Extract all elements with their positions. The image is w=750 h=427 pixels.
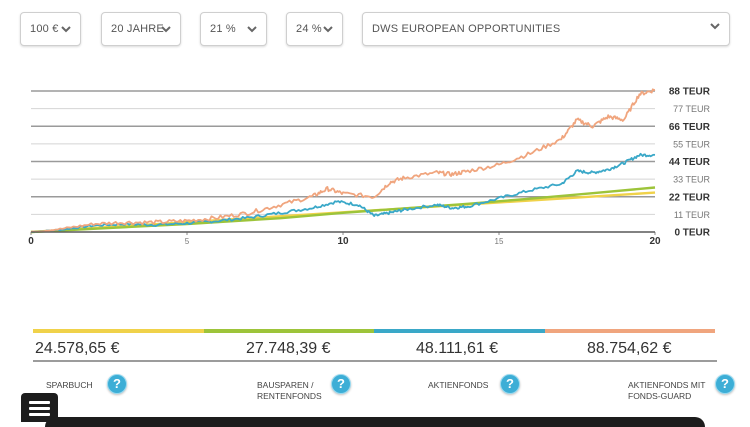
series-line [30, 186, 656, 234]
label-fondsguard-line2: FONDS-GUARD [628, 391, 692, 401]
growth-chart: 0 TEUR 11 TEUR 22 TEUR 33 TEUR 44 TEUR 55 TEU… [28, 87, 711, 248]
help-icon[interactable]: ? [500, 374, 520, 394]
chevron-down-icon [247, 26, 257, 33]
fund-select[interactable]: DWS EUROPEAN OPPORTUNITIES [362, 12, 730, 46]
x-tick-label: 20 [649, 236, 661, 247]
series-line [30, 152, 656, 233]
bottom-panel [45, 417, 705, 427]
duration-value: 20 JAHRE [111, 23, 164, 35]
x-tick-label: 0 [28, 236, 34, 247]
label-aktienfonds-line1: AKTIENFONDS [428, 380, 489, 390]
chevron-down-icon [323, 26, 333, 33]
label-aktienfonds: AKTIENFONDS [428, 380, 488, 391]
label-fondsguard: AKTIENFONDS MIT FONDS-GUARD [628, 380, 705, 402]
label-sparbuch-line1: SPARBUCH [46, 380, 93, 390]
rate1-value: 21 % [210, 23, 236, 35]
label-bausparen-line1: BAUSPAREN / [257, 380, 314, 390]
hamburger-menu-icon[interactable] [21, 393, 58, 422]
chevron-down-icon [710, 23, 720, 30]
y-tick-label: 55 TEUR [673, 139, 710, 149]
chevron-down-icon [161, 26, 171, 33]
label-bausparen-line2: RENTENFONDS [257, 391, 322, 401]
duration-select[interactable]: 20 JAHRE [101, 12, 181, 46]
y-tick-label: 0 TEUR [674, 228, 710, 239]
legend-bar-aktienfonds [374, 329, 545, 333]
total-sparbuch: 24.578,65 € [35, 340, 120, 357]
y-tick-label: 77 TEUR [673, 104, 710, 114]
y-tick-label: 66 TEUR [669, 122, 711, 133]
legend-bar-fondsguard [545, 329, 715, 333]
help-icon[interactable]: ? [331, 374, 351, 394]
x-tick-label: 5 [185, 237, 190, 246]
rate2-select[interactable]: 24 % [286, 12, 343, 46]
label-fondsguard-line1: AKTIENFONDS MIT [628, 380, 706, 390]
series-line [30, 88, 656, 233]
x-tick-label: 15 [495, 237, 504, 246]
rate2-value: 24 % [296, 23, 322, 35]
fund-value: DWS EUROPEAN OPPORTUNITIES [372, 23, 561, 35]
chevron-down-icon [61, 26, 71, 33]
label-sparbuch: SPARBUCH [46, 380, 93, 391]
help-icon[interactable]: ? [715, 374, 735, 394]
total-aktienfonds: 48.111,61 € [416, 340, 499, 357]
label-bausparen: BAUSPAREN / RENTENFONDS [257, 380, 322, 402]
amount-value: 100 € [30, 23, 59, 35]
amount-select[interactable]: 100 € [20, 12, 81, 46]
y-tick-label: 22 TEUR [669, 192, 711, 203]
total-bausparen: 27.748,39 € [246, 340, 331, 357]
total-fondsguard: 88.754,62 € [587, 340, 672, 357]
y-tick-label: 88 TEUR [669, 87, 711, 98]
totals-divider [33, 360, 717, 362]
y-tick-label: 11 TEUR [674, 210, 711, 220]
rate1-select[interactable]: 21 % [200, 12, 267, 46]
help-icon[interactable]: ? [107, 374, 127, 394]
x-tick-label: 10 [337, 236, 349, 247]
y-tick-label: 33 TEUR [673, 175, 710, 185]
y-tick-label: 44 TEUR [669, 157, 711, 168]
legend-bar-bausparen [204, 329, 374, 333]
legend-bar-sparbuch [33, 329, 204, 333]
